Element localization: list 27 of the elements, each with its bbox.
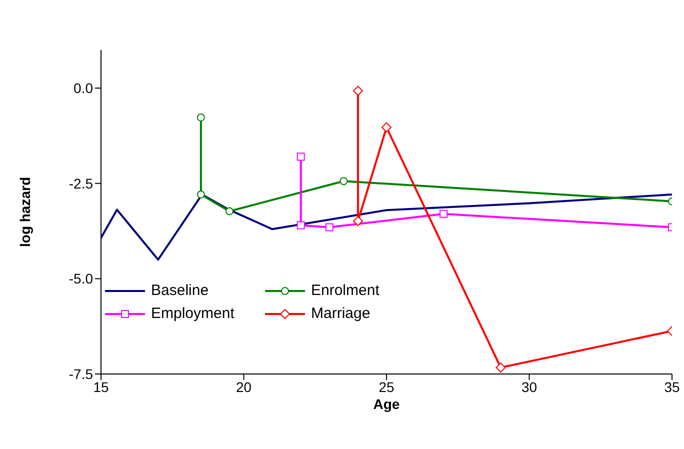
point [325,223,334,232]
y-tick-label: -2.5 [68,175,94,192]
legend-label: Baseline [151,282,209,299]
point [196,113,205,122]
x-tick-label: 20 [236,378,252,395]
legend-label: Employment [151,305,234,322]
y-tick-label: -5.0 [68,270,94,287]
point [340,177,348,186]
point [352,216,363,226]
point [296,221,305,230]
point [352,86,363,96]
x-tick-label: 25 [378,378,394,395]
point [496,362,506,373]
point [225,207,234,216]
point [382,122,392,132]
y-tick-label: -7.5 [68,366,94,382]
x-tick-label: 35 [664,378,680,395]
legend-label: Enrolment [311,282,380,299]
point [440,210,448,218]
y-axis-title: log hazard [16,176,33,248]
x-axis-title: Age [373,396,400,412]
x-tick-label: 15 [93,378,109,395]
x-tick-label: 30 [521,378,538,395]
legend-label: Marriage [311,305,370,322]
y-tick-label: 0.0 [74,80,94,96]
point [196,190,205,198]
point [296,152,305,161]
